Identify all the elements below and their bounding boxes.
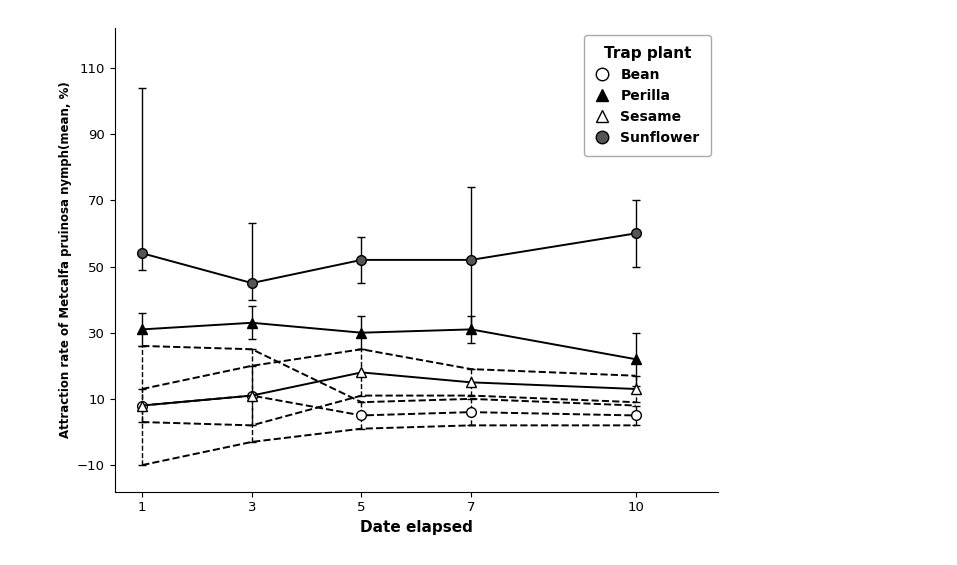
Y-axis label: Attraction rate of Metcalfa pruinosa nymph(mean, %): Attraction rate of Metcalfa pruinosa nym… [58, 81, 72, 438]
Legend: Bean, Perilla, Sesame, Sunflower: Bean, Perilla, Sesame, Sunflower [585, 35, 711, 156]
X-axis label: Date elapsed: Date elapsed [360, 520, 473, 535]
